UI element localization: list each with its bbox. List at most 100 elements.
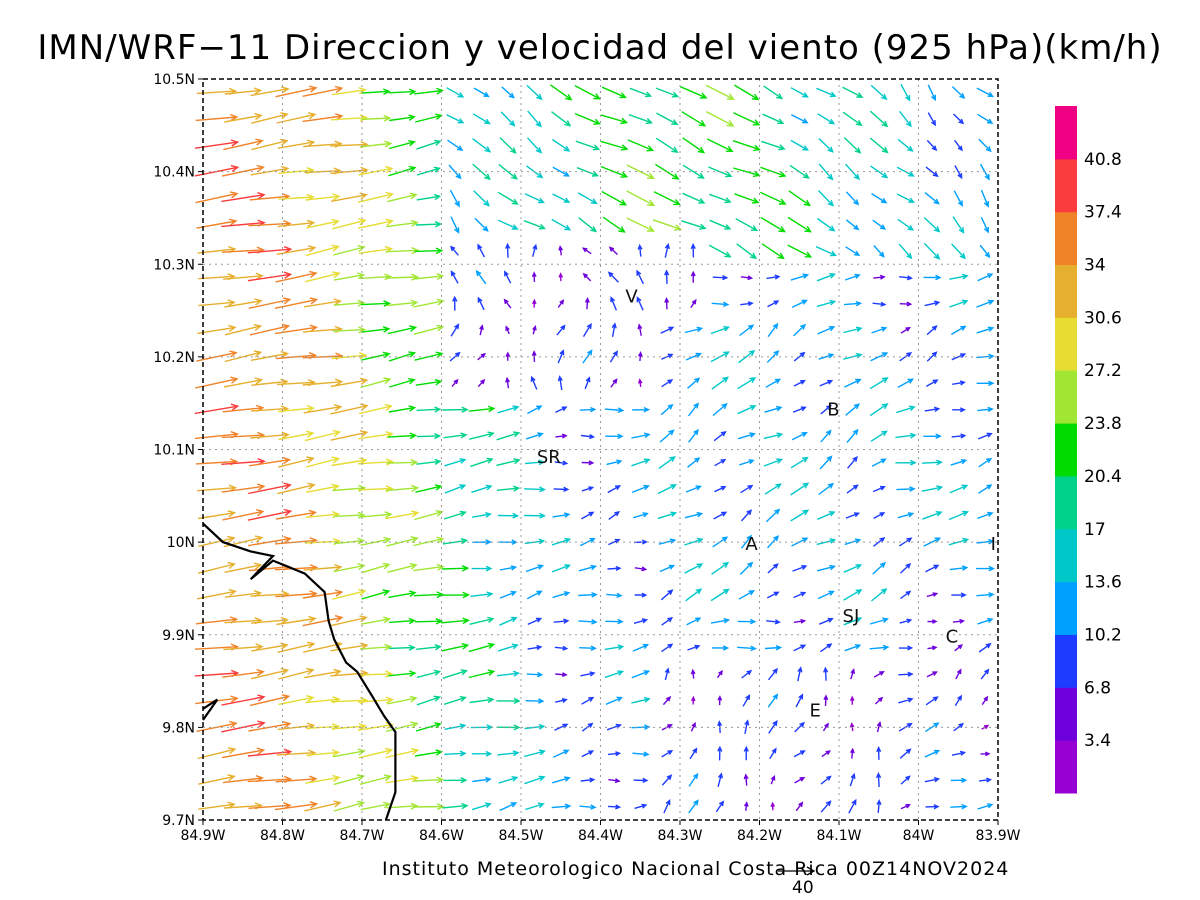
wind-arrow [473, 87, 490, 98]
wind-arrow [574, 84, 602, 100]
wind-arrow [552, 591, 571, 599]
wind-arrow [767, 563, 779, 574]
wind-arrow [472, 113, 491, 125]
wind-arrow [925, 564, 940, 573]
wind-arrow [684, 326, 704, 334]
wind-arrow [468, 669, 496, 679]
colorbar-segment [1055, 634, 1077, 688]
wind-arrow [552, 193, 571, 203]
wind-arrow [872, 219, 887, 230]
wind-arrow [198, 774, 236, 785]
station-label: SJ [843, 606, 860, 627]
colorbar-segment [1055, 475, 1077, 530]
wind-arrow [525, 698, 545, 704]
wind-arrow [875, 771, 882, 788]
wind-arrow [661, 616, 674, 626]
wind-arrow [764, 645, 783, 651]
wind-arrow [331, 457, 368, 467]
wind-arrow [386, 219, 419, 228]
wind-arrow [249, 323, 291, 336]
wind-arrow [250, 667, 290, 680]
wind-arrow [791, 431, 808, 441]
wind-arrow [952, 618, 966, 624]
wind-arrow [578, 564, 598, 572]
wind-arrow [818, 482, 835, 496]
wind-arrow [711, 561, 730, 575]
wind-arrow [524, 459, 546, 466]
wind-arrow [744, 801, 749, 811]
wind-arrow [870, 165, 889, 179]
wind-arrow [385, 484, 420, 492]
wind-arrow [926, 351, 938, 362]
wind-arrow [330, 114, 369, 122]
wind-arrow [923, 537, 942, 547]
wind-arrow [980, 751, 991, 757]
lat-tick-label: 10.1N [153, 443, 195, 459]
wind-arrow [951, 243, 967, 260]
wind-arrow [469, 696, 495, 704]
wind-arrow [898, 645, 914, 651]
wind-arrow [611, 322, 617, 338]
wind-arrow [195, 191, 239, 204]
wind-arrow [739, 459, 755, 466]
wind-arrow [359, 273, 393, 281]
wind-arrow [499, 616, 518, 626]
wind-arrow [250, 86, 290, 97]
wind-arrow [388, 670, 417, 677]
wind-arrow [525, 432, 544, 440]
wind-arrow [600, 140, 629, 151]
wind-arrow [816, 87, 837, 98]
wind-arrow [247, 246, 293, 254]
wind-arrow [767, 667, 778, 681]
wind-arrow [733, 167, 761, 178]
wind-arrow [472, 539, 492, 545]
wind-arrow [637, 378, 643, 387]
wind-arrow [823, 694, 829, 706]
wind-arrow [447, 139, 464, 152]
wind-arrow [634, 803, 648, 810]
lon-tick-label: 84.1W [816, 828, 861, 844]
wind-arrow [788, 190, 812, 207]
wind-arrow [977, 273, 994, 282]
wind-arrow [690, 270, 696, 283]
wind-arrow [552, 776, 571, 784]
wind-arrow [869, 110, 889, 128]
wind-arrow [579, 804, 597, 810]
chart-title: IMN/WRF−11 Direccion y velocidad del vie… [37, 28, 1163, 68]
wind-arrow [194, 403, 240, 415]
wind-arrow [359, 511, 393, 519]
lat-tick-label: 10.5N [153, 72, 195, 88]
wind-arrow [842, 111, 863, 127]
wind-arrow [684, 537, 704, 546]
wind-arrow [737, 405, 757, 415]
wind-arrow [689, 747, 698, 760]
wind-arrow [472, 163, 491, 181]
wind-arrow [361, 326, 391, 333]
wind-arrow [818, 137, 834, 153]
wind-arrow [388, 590, 417, 599]
wind-arrow [224, 350, 263, 363]
wind-arrow [816, 273, 836, 282]
wind-arrow [359, 774, 393, 785]
wind-arrow [952, 216, 965, 234]
wind-arrow [732, 140, 762, 152]
wind-arrow [552, 138, 571, 152]
wind-arrow [332, 326, 367, 334]
wind-arrow [794, 776, 806, 784]
wind-arrow [442, 406, 469, 413]
wind-arrow [446, 87, 465, 98]
wind-arrow [711, 645, 730, 651]
wind-arrow [525, 802, 545, 811]
colorbar-label: 34 [1084, 256, 1106, 276]
wind-arrow [876, 746, 882, 760]
wind-arrow [441, 643, 470, 652]
wind-arrow [735, 218, 759, 232]
wind-arrow [795, 801, 804, 812]
wind-arrow [979, 777, 992, 783]
wind-arrow [221, 720, 266, 733]
wind-arrow [976, 380, 995, 387]
wind-arrow [793, 379, 806, 387]
wind-arrow [413, 803, 445, 811]
wind-arrow [924, 749, 941, 758]
wind-arrow [626, 217, 656, 232]
